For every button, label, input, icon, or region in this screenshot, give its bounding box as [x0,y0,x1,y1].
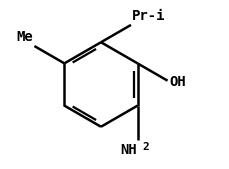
Text: NH: NH [120,143,137,157]
Text: OH: OH [169,75,186,89]
Text: Pr-i: Pr-i [132,9,166,23]
Text: 2: 2 [143,142,149,152]
Text: Me: Me [16,30,33,44]
